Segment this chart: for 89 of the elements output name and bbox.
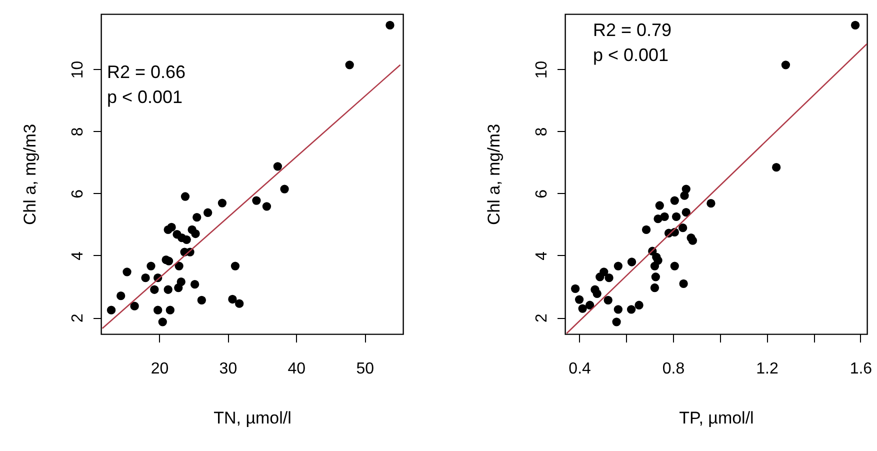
y-tick-label: 2 <box>70 314 86 323</box>
point <box>174 262 184 270</box>
x-tick-label: 1.6 <box>850 360 872 378</box>
point <box>386 20 394 30</box>
point <box>230 262 240 270</box>
point <box>596 272 604 282</box>
point <box>280 184 289 194</box>
y-tick-label: 4 <box>534 251 550 260</box>
point <box>655 201 664 210</box>
x-tick-label: 20 <box>150 360 169 378</box>
point <box>574 295 584 304</box>
point <box>614 262 623 270</box>
x-axis-title: TP, µmol/l <box>679 408 754 428</box>
point <box>678 224 688 232</box>
point <box>651 272 660 282</box>
point <box>626 305 636 314</box>
point <box>190 280 200 289</box>
x-tick-label: 40 <box>288 360 306 378</box>
point <box>682 208 690 217</box>
point <box>116 292 126 300</box>
point <box>262 202 272 211</box>
point <box>345 60 354 70</box>
point <box>252 196 261 205</box>
x-tick-label: 0.8 <box>662 360 685 378</box>
point <box>154 306 162 314</box>
y-tick-label: 8 <box>534 127 550 136</box>
point <box>660 212 669 221</box>
point <box>578 304 587 313</box>
point <box>164 285 172 294</box>
point <box>235 299 244 308</box>
point <box>204 208 212 217</box>
point <box>106 306 116 314</box>
x-tick-label: 0.4 <box>568 360 592 378</box>
y-tick-label: 10 <box>534 60 550 79</box>
point <box>174 283 183 292</box>
point <box>627 258 636 266</box>
point <box>634 300 644 310</box>
point <box>614 305 623 314</box>
point <box>150 285 159 294</box>
point <box>850 20 860 30</box>
point <box>146 262 156 270</box>
point <box>180 192 190 201</box>
point <box>592 289 602 298</box>
point <box>586 300 594 310</box>
point <box>218 198 227 208</box>
y-axis-title: Chl a, mg/m3 <box>484 124 504 226</box>
point <box>706 199 716 208</box>
point <box>604 296 612 304</box>
point <box>612 318 621 326</box>
point <box>670 196 679 205</box>
point <box>672 212 681 221</box>
y-tick-label: 6 <box>534 189 550 198</box>
point <box>650 283 660 292</box>
point <box>166 306 174 314</box>
point <box>688 236 698 245</box>
annotation: p < 0.001 <box>107 87 183 107</box>
x-axis-title: TN, µmol/l <box>214 408 292 428</box>
point <box>772 163 781 172</box>
y-tick-label: 10 <box>70 60 86 79</box>
point <box>191 229 200 238</box>
point <box>182 235 191 244</box>
point <box>679 279 688 288</box>
point <box>273 162 282 171</box>
point <box>141 274 150 282</box>
y-tick-label: 6 <box>70 189 86 198</box>
point <box>197 296 206 304</box>
x-tick-label: 1.2 <box>756 360 778 378</box>
point <box>781 60 790 70</box>
point <box>158 318 167 326</box>
y-tick-label: 4 <box>70 251 86 260</box>
y-axis-title: Chl a, mg/m3 <box>20 124 40 226</box>
y-tick-label: 8 <box>70 127 86 136</box>
point <box>650 262 660 270</box>
point <box>122 268 132 276</box>
point <box>680 191 689 200</box>
annotation: R2 = 0.79 <box>593 20 672 40</box>
point <box>642 225 651 234</box>
point <box>130 302 139 310</box>
annotation: p < 0.001 <box>593 45 669 65</box>
point <box>228 294 237 304</box>
point <box>192 212 202 222</box>
point <box>570 284 580 294</box>
x-tick-label: 50 <box>356 360 374 378</box>
annotation: R2 = 0.66 <box>107 62 186 82</box>
point <box>167 222 176 232</box>
y-tick-label: 2 <box>534 314 550 323</box>
point <box>670 262 679 270</box>
x-tick-label: 30 <box>219 360 238 378</box>
point <box>604 274 614 282</box>
